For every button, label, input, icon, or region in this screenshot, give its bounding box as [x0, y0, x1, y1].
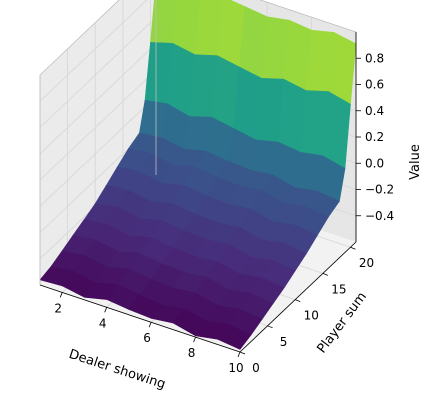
y-axis-label: Player sum	[314, 290, 369, 357]
z-tick-label: 0.0	[365, 156, 384, 170]
z-axis-label: Value	[408, 144, 423, 180]
y-axis-line	[239, 241, 357, 353]
x-tick	[104, 307, 108, 313]
y-tick-label: 0	[252, 361, 260, 375]
y-tick	[322, 273, 329, 276]
x-tick-label: 4	[99, 316, 107, 330]
x-axis-label: Dealer showing	[67, 347, 167, 392]
x-tick	[237, 351, 241, 358]
z-tick-label: 0.6	[365, 78, 384, 92]
x-tick-label: 10	[228, 361, 243, 375]
axis-lines	[39, 0, 361, 358]
z-tick-label: −0.2	[365, 183, 394, 197]
y-tick	[267, 325, 273, 329]
y-tick	[239, 351, 246, 355]
x-tick-label: 6	[143, 331, 151, 345]
y-tick-label: 20	[359, 256, 374, 270]
z-tick-label: 0.2	[365, 130, 384, 144]
x-axis-line	[39, 284, 241, 353]
surface-face	[217, 324, 252, 350]
z-tick-label: 0.8	[365, 51, 384, 65]
y-tick-label: 10	[304, 309, 319, 323]
y-tick-label: 15	[331, 282, 346, 296]
x-tick-label: 8	[188, 346, 196, 360]
surface-plot	[39, 0, 357, 350]
z-tick-label: 0.4	[365, 104, 384, 118]
x-tick-label: 2	[54, 301, 62, 315]
y-tick	[350, 246, 356, 250]
z-tick-label: −0.4	[365, 209, 394, 223]
x-tick	[59, 292, 63, 298]
x-tick	[148, 322, 152, 328]
y-tick	[295, 299, 301, 302]
tick-labels: 2 4 6 8 10 0 5 10 15 20 −0.4 −0.2 0.0 0.2 0.4 0.6 0.8	[54, 51, 394, 375]
y-tick-label: 5	[280, 335, 288, 349]
x-tick	[193, 336, 196, 343]
